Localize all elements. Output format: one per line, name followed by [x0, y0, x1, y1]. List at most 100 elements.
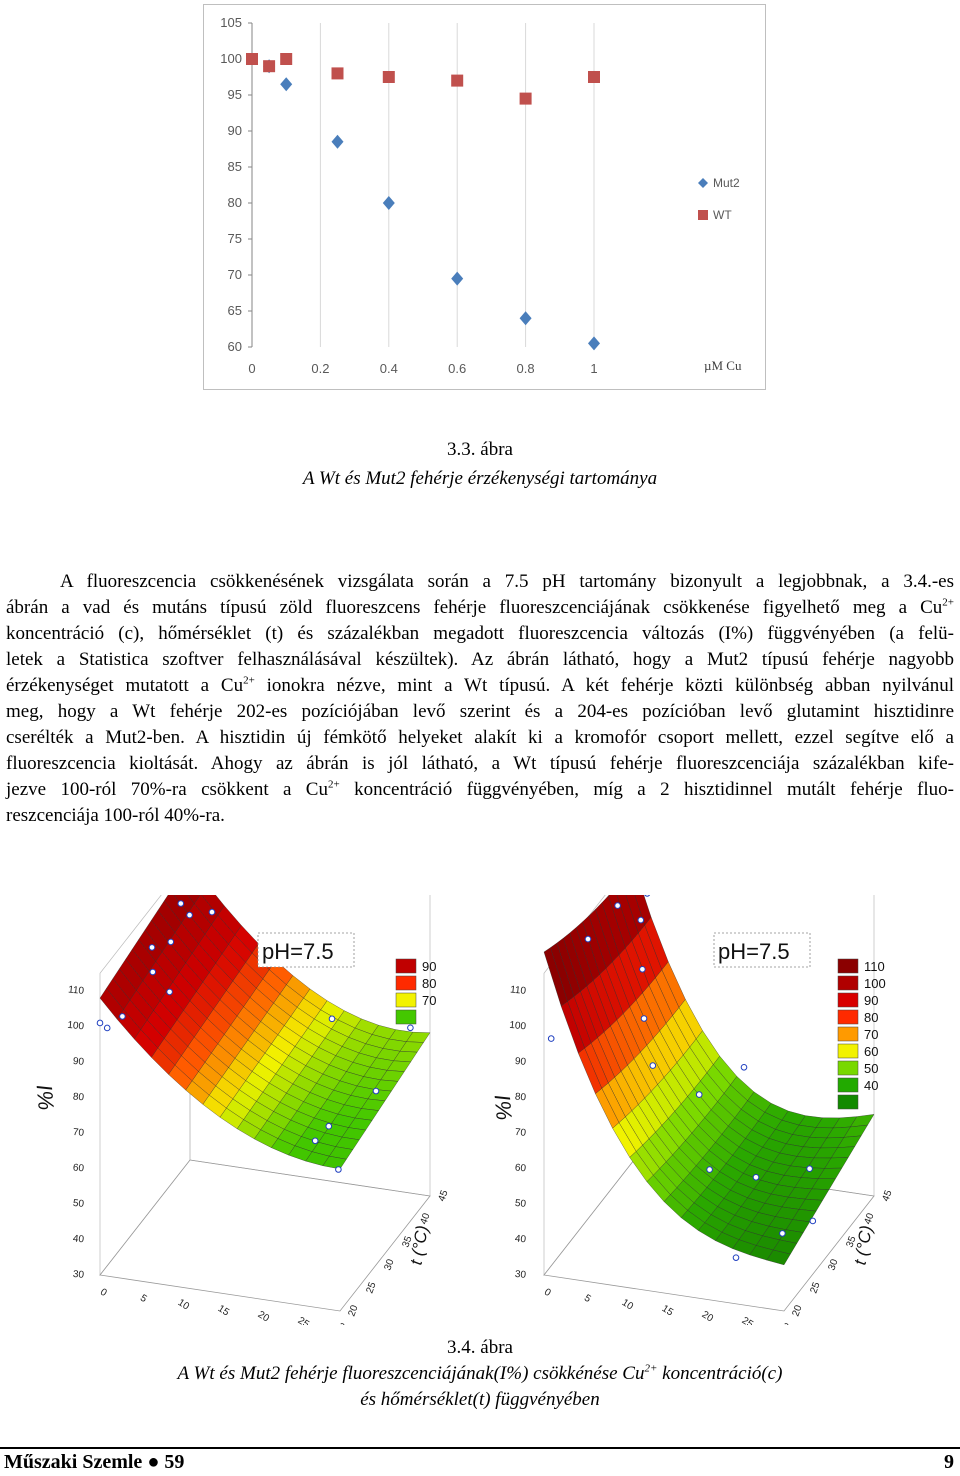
legend-swatch [837, 1026, 859, 1042]
observation-point [186, 911, 193, 919]
observation-point [644, 895, 651, 897]
data-point-mut2 [451, 271, 464, 286]
z-axis-label: %I [32, 1084, 59, 1112]
data-point-wt [263, 60, 276, 73]
legend-label: 70 [422, 993, 436, 1008]
y-tick-label: 105 [220, 15, 242, 30]
figure-3-4-number: 3.4. ábra [447, 1337, 513, 1358]
title-box [713, 932, 811, 968]
legend-swatch [837, 1094, 859, 1110]
legend-swatch [837, 975, 859, 991]
observation-point [96, 1019, 104, 1027]
figure-3-4-title-line1: A Wt és Mut2 fehérje fluoreszcenciájának… [177, 1362, 783, 1384]
observation-point [372, 1087, 380, 1095]
c-tick-label: 0 [98, 1287, 109, 1300]
c-axis-label: c (µM) [191, 1324, 242, 1325]
observation-point [809, 1217, 817, 1225]
observation-point [637, 916, 645, 924]
y-tick-label: 80 [228, 195, 242, 210]
unit-label: µM Cu [704, 358, 742, 373]
c-tick-label: 30 [336, 1321, 352, 1325]
legend-swatch [837, 1060, 859, 1076]
observation-point [407, 1024, 414, 1032]
z-tick-label: 40 [72, 1233, 85, 1245]
superscript: 2+ [243, 674, 255, 687]
legend-label: 110 [864, 959, 885, 974]
color-legend: 90 80 70 [395, 958, 436, 1025]
superscript: 2+ [942, 596, 954, 609]
observation-point [740, 1064, 748, 1071]
observation-point [325, 1122, 333, 1130]
t-tick-label: 20 [790, 1303, 804, 1318]
observation-point [779, 1230, 786, 1237]
paragraph-line: meg, hogy a Wt fehérje 202-es pozíciójáb… [6, 699, 954, 725]
z-tick-label: 40 [514, 1233, 527, 1245]
legend-label: 90 [422, 959, 436, 974]
c-tick-label: 15 [216, 1303, 232, 1318]
scatter-chart: 60 65 70 75 80 85 90 95 100 105 0 0.2 0.4 0.6 0.8 1 µM C… [220, 15, 742, 376]
paragraph-line: fluoreszcencia kioltását. Ahogy az ábrán… [6, 751, 954, 777]
t-tick-label: 25 [808, 1280, 822, 1295]
t-tick-label: 45 [880, 1188, 894, 1203]
c-tick-label: 10 [176, 1297, 192, 1312]
data-point-wt [382, 71, 395, 83]
observation-point [119, 1013, 126, 1020]
t-tick-label: 40 [862, 1211, 876, 1226]
scatter-chart-frame: 60 65 70 75 80 85 90 95 100 105 0 0.2 0.4 0.6 0.8 1 µM C… [203, 4, 766, 390]
paragraph-line: érzékenységet mutatott a Cu2+ ionokra né… [6, 673, 954, 699]
legend-swatch [837, 992, 859, 1008]
observation-point [806, 1165, 813, 1173]
t-axis-label: t (°C) [406, 1224, 432, 1267]
data-points [96, 900, 414, 1173]
surface-mesh [543, 895, 875, 1266]
floor [543, 1159, 875, 1312]
plot-title: pH=7.5 [262, 939, 334, 964]
paragraph-text: koncentráció függvényében, míg a 2 hiszt… [339, 779, 954, 800]
y-tick-label: 70 [228, 267, 242, 282]
legend-label: 80 [864, 1010, 878, 1025]
paragraph-line: A fluoreszcencia csökkenésének vizsgálat… [6, 569, 954, 595]
y-tick-label: 65 [228, 303, 242, 318]
z-tick-label: 80 [72, 1091, 85, 1103]
paragraph-line: jezve 100-ról 70%-ra csökkent a Cu2+ kon… [6, 777, 954, 803]
observation-point [335, 1166, 342, 1173]
z-tick-label: 70 [514, 1127, 527, 1139]
surface-mesh [99, 895, 431, 1170]
legend-label: 80 [422, 976, 436, 991]
paragraph-text: letek a Statistica szoftver felhasználás… [6, 649, 954, 670]
z-axis-label: %I [490, 1094, 517, 1122]
z-tick-label: 70 [72, 1127, 85, 1139]
title-box [257, 932, 355, 968]
x-tick-label: 1 [590, 361, 597, 376]
c-axis-label: c (µM) [635, 1324, 686, 1325]
observation-point [732, 1254, 740, 1261]
x-tick-label: 0.4 [380, 361, 398, 376]
t-tick-label: 30 [826, 1257, 840, 1272]
legend-label: WT [713, 208, 732, 222]
observation-point [167, 938, 175, 946]
data-point-wt [331, 67, 344, 80]
y-tick-label: 90 [228, 123, 242, 138]
data-points [547, 895, 817, 1261]
data-point-wt [451, 74, 464, 87]
observation-point [584, 935, 592, 943]
t-tick-label: 35 [844, 1234, 858, 1249]
legend-label: 60 [864, 1044, 878, 1059]
legend-swatch [395, 992, 417, 1008]
paragraph-text: meg, hogy a Wt fehérje 202-es pozíciójáb… [6, 701, 954, 722]
observation-point [328, 1015, 336, 1023]
t-tick-label: 45 [436, 1188, 450, 1203]
journal-issue: Műszaki Szemle ● 59 [4, 1451, 185, 1473]
data-point-wt [588, 71, 600, 83]
paragraph-text: jezve 100-ról 70%-ra csökkent a Cu [6, 779, 328, 800]
t-tick-label: 40 [418, 1211, 432, 1226]
observation-point [311, 1137, 319, 1145]
paragraph-line: ábrán a vad és mutáns típusú zöld fluore… [6, 595, 954, 621]
floor [99, 1159, 431, 1312]
figure-3-3-title: A Wt és Mut2 fehérje érzékenységi tartom… [302, 468, 658, 489]
y-tick-label: 85 [228, 159, 242, 174]
data-point-mut2 [280, 77, 293, 92]
y-tick-label: 95 [228, 87, 242, 102]
observation-point [752, 1174, 760, 1181]
paragraph-text: ionokra nézve, mint a Wt típusú. A két f… [254, 675, 954, 696]
